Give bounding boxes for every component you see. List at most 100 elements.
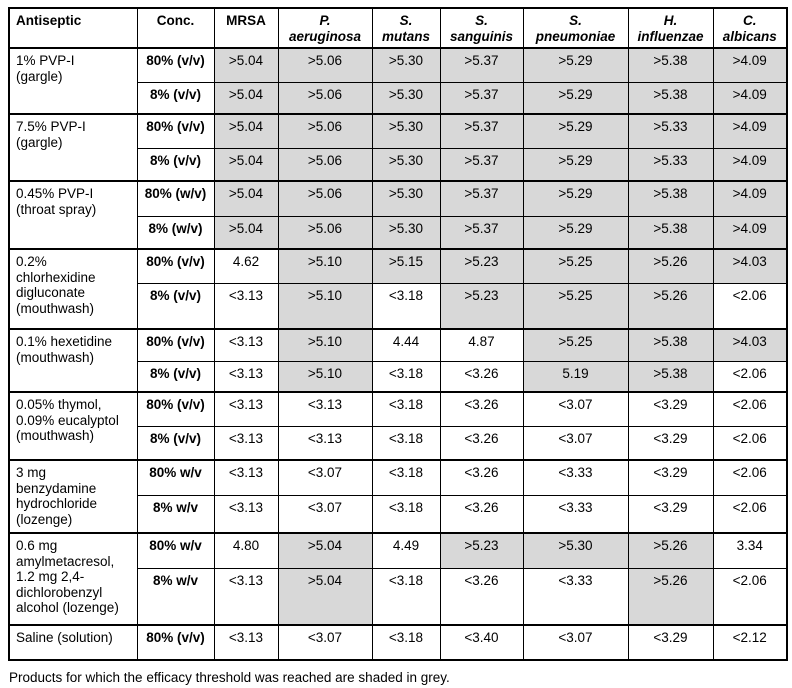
value-cell: >5.37 (439, 147, 524, 182)
value-cell: >5.10 (277, 328, 373, 362)
value-cell: <3.13 (213, 624, 279, 661)
value-cell: <3.18 (371, 459, 441, 496)
conc-cell: 8% w/v (136, 567, 215, 626)
value-cell: <3.33 (522, 459, 629, 496)
value-cell: >5.30 (371, 113, 441, 149)
conc-cell: 8% (v/v) (136, 147, 215, 182)
value-cell: <3.26 (439, 425, 524, 461)
value-cell: <3.29 (627, 391, 714, 427)
value-cell: >5.38 (627, 47, 714, 83)
value-cell: <3.07 (277, 494, 373, 534)
value-cell: 4.44 (371, 328, 441, 362)
value-cell: >5.29 (522, 47, 629, 83)
col-header-s-mutans: S. mutans (371, 7, 441, 49)
value-cell: <3.13 (213, 328, 279, 362)
table-row: Saline (solution) 80% (v/v) <3.13 <3.07 <3.1… (8, 624, 788, 661)
value-cell: >5.10 (277, 282, 373, 330)
value-cell: >5.30 (371, 81, 441, 115)
value-cell: >5.23 (439, 282, 524, 330)
value-cell: >5.04 (213, 81, 279, 115)
table-row: 8% w/v <3.13 <3.07 <3.18 <3.26 <3.33 <3.29 <2.0… (9, 494, 788, 534)
col-header-antiseptic: Antiseptic (8, 7, 138, 49)
conc-cell: 80% (w/v) (136, 180, 215, 217)
value-cell: <3.13 (213, 459, 279, 496)
value-cell: <3.07 (277, 459, 373, 496)
value-cell: >5.37 (439, 47, 524, 83)
value-cell: <3.13 (213, 391, 279, 427)
value-cell: >5.06 (277, 113, 373, 149)
value-cell: >4.09 (712, 180, 788, 217)
value-cell: >5.26 (627, 282, 714, 330)
value-cell: >5.15 (371, 248, 441, 284)
value-cell: <3.26 (439, 494, 524, 534)
value-cell: >5.30 (522, 532, 629, 569)
value-cell: >5.25 (522, 248, 629, 284)
value-cell: >5.33 (627, 147, 714, 182)
value-cell: <3.07 (522, 624, 629, 661)
value-cell: >5.04 (213, 113, 279, 149)
table-row: 8% (v/v) <3.13 <3.13 <3.18 <3.26 <3.07 <3.29 <2… (9, 425, 788, 461)
value-cell: 4.87 (439, 328, 524, 362)
value-cell: <2.06 (712, 391, 788, 427)
value-cell: >5.38 (627, 180, 714, 217)
value-cell: <2.12 (712, 624, 788, 661)
value-cell: <3.29 (627, 624, 714, 661)
value-cell: <3.18 (371, 567, 441, 626)
col-header-mrsa: MRSA (213, 7, 279, 49)
efficacy-table: Antiseptic Conc. MRSA P. aeruginosa S. mutan… (8, 7, 788, 661)
value-cell: >5.04 (277, 532, 373, 569)
value-cell: >5.26 (627, 248, 714, 284)
table-row: 7.5% PVP-I (gargle) 80% (v/v) >5.04 >5.06 >5… (8, 113, 788, 182)
antiseptic-cell: 0.1% hexetidine (mouthwash) (8, 328, 138, 393)
value-cell: >5.37 (439, 180, 524, 217)
table-row: 8% (v/v) <3.13 >5.10 <3.18 >5.23 >5.25 >5.26 <2… (9, 282, 788, 330)
antiseptic-cell: 0.45% PVP-I (throat spray) (8, 180, 138, 250)
conc-cell: 80% (v/v) (136, 328, 215, 362)
table-row: 8% (v/v) <3.13 >5.10 <3.18 <3.26 5.19 >5.38 <2.… (9, 360, 788, 393)
value-cell: >5.23 (439, 248, 524, 284)
antiseptic-cell: 0.6 mg amylmetacresol, 1.2 mg 2,4- dichl… (8, 532, 138, 626)
value-cell: >5.06 (277, 147, 373, 182)
value-cell: >5.10 (277, 360, 373, 393)
table-row: 0.05% thymol, 0.09% eucalyptol (mouthwas… (8, 391, 788, 461)
value-cell: >5.37 (439, 215, 524, 250)
value-cell: >5.25 (522, 282, 629, 330)
value-cell: >5.29 (522, 215, 629, 250)
value-cell: <3.26 (439, 391, 524, 427)
value-cell: <3.26 (439, 567, 524, 626)
conc-cell: 80% (v/v) (136, 47, 215, 83)
conc-cell: 80% w/v (136, 459, 215, 496)
conc-cell: 8% (v/v) (136, 425, 215, 461)
table-row: 8% (v/v) >5.04 >5.06 >5.30 >5.37 >5.29 >5.33 >4… (9, 147, 788, 182)
value-cell: <3.33 (522, 494, 629, 534)
value-cell: <3.07 (277, 624, 373, 661)
value-cell: >4.09 (712, 113, 788, 149)
value-cell: <3.07 (522, 391, 629, 427)
value-cell: 5.19 (522, 360, 629, 393)
value-cell: >4.03 (712, 248, 788, 284)
table-row: 8% w/v <3.13 >5.04 <3.18 <3.26 <3.33 >5.26 <2.0… (9, 567, 788, 626)
value-cell: <3.13 (213, 567, 279, 626)
value-cell: <3.13 (213, 360, 279, 393)
value-cell: <3.18 (371, 624, 441, 661)
value-cell: >5.30 (371, 180, 441, 217)
conc-cell: 80% (v/v) (136, 624, 215, 661)
value-cell: >5.37 (439, 113, 524, 149)
col-header-conc: Conc. (136, 7, 215, 49)
antiseptic-cell: 3 mg benzydamine hydrochloride (lozenge) (8, 459, 138, 534)
value-cell: >5.33 (627, 113, 714, 149)
value-cell: <3.40 (439, 624, 524, 661)
value-cell: <2.06 (712, 360, 788, 393)
value-cell: >5.30 (371, 215, 441, 250)
value-cell: >4.09 (712, 215, 788, 250)
antiseptic-cell: 0.05% thymol, 0.09% eucalyptol (mouthwas… (8, 391, 138, 461)
value-cell: >5.06 (277, 81, 373, 115)
value-cell: >5.38 (627, 360, 714, 393)
value-cell: <3.26 (439, 459, 524, 496)
value-cell: <2.06 (712, 494, 788, 534)
table-row: 0.1% hexetidine (mouthwash) 80% (v/v) <3.1… (8, 328, 788, 393)
conc-cell: 8% w/v (136, 494, 215, 534)
value-cell: <3.07 (522, 425, 629, 461)
value-cell: >5.37 (439, 81, 524, 115)
